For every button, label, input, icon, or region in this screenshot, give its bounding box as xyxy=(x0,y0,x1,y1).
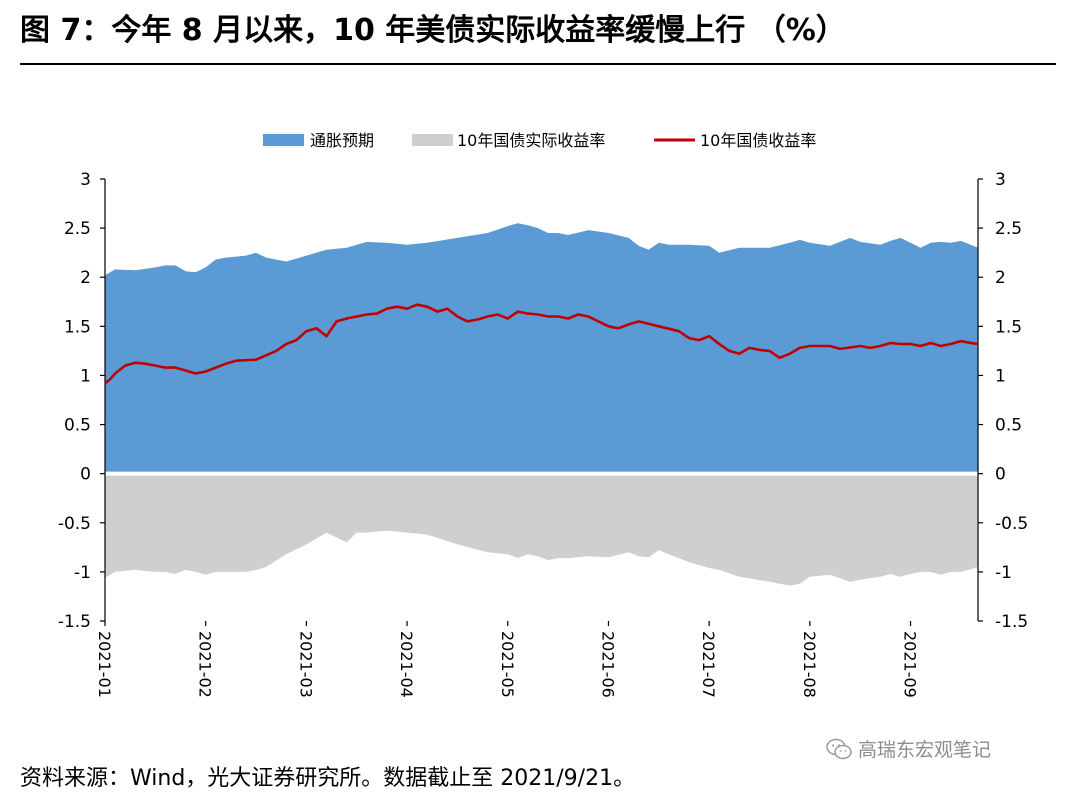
y-tick-label-right: -1 xyxy=(995,563,1012,583)
x-tick-label: 2021-05 xyxy=(498,631,517,698)
y-tick-label-right: 2 xyxy=(995,268,1006,288)
y-tick-label-left: 2.5 xyxy=(64,219,91,239)
x-tick-label: 2021-01 xyxy=(95,631,114,698)
y-tick-label-left: 1 xyxy=(80,366,91,386)
wechat-icon xyxy=(826,738,852,759)
chart: 通胀预期 10年国债实际收益率 10年国债收益率 3 3 2.5 2.5 2 2 1.5 1.5 1… xyxy=(58,131,1028,698)
source-footnote: 资料来源：Wind，光大证券研究所。数据截止至 2021/9/21。 xyxy=(20,766,636,791)
figure-title: 图 7：今年 8 月以来，10 年美债实际收益率缓慢上行 （%） xyxy=(20,13,846,48)
x-tick-label: 2021-03 xyxy=(296,631,315,698)
x-tick-label: 2021-07 xyxy=(699,631,718,698)
chart-lines xyxy=(104,303,979,385)
y-tick-label-right: -1.5 xyxy=(995,612,1028,632)
y-tick-label-left: 2 xyxy=(80,268,91,288)
y-tick-label-right: 3 xyxy=(995,170,1006,190)
y-tick-label-left: -1.5 xyxy=(58,612,91,632)
x-tick-label: 2021-04 xyxy=(397,631,416,698)
y-tick-label-left: 0 xyxy=(80,465,91,485)
watermark-text: 高瑞东宏观笔记 xyxy=(858,739,992,761)
y-tick-label-right: 2.5 xyxy=(995,219,1022,239)
legend-label-breakeven: 通胀预期 xyxy=(310,131,374,150)
y-tick-label-right: 1.5 xyxy=(995,317,1022,337)
y-tick-label-left: 3 xyxy=(80,170,91,190)
y-tick-label-right: -0.5 xyxy=(995,514,1028,534)
y-tick-label-right: 0 xyxy=(995,465,1006,485)
series-area-real-yield xyxy=(105,473,978,586)
legend: 通胀预期 10年国债实际收益率 10年国债收益率 xyxy=(263,131,816,150)
y-tick-label-left: -0.5 xyxy=(58,514,91,534)
legend-label-nominal-yield: 10年国债收益率 xyxy=(700,131,816,150)
chart-axes: 3 3 2.5 2.5 2 2 1.5 1.5 1 1 0.5 0.5 0 0 -0.5 -0.5 -1 -1 -1… xyxy=(58,170,1028,698)
watermark: 高瑞东宏观笔记 xyxy=(826,735,991,762)
legend-label-real-yield: 10年国债实际收益率 xyxy=(457,131,605,150)
x-tick-label: 2021-02 xyxy=(196,631,215,698)
x-tick-label: 2021-09 xyxy=(901,631,920,698)
series-area-breakeven xyxy=(105,223,978,474)
title-rule xyxy=(20,63,1056,65)
y-tick-label-left: 0.5 xyxy=(64,416,91,436)
y-tick-label-left: 1.5 xyxy=(64,317,91,337)
x-tick-label: 2021-06 xyxy=(599,631,618,698)
legend-swatch-breakeven xyxy=(263,134,304,146)
y-tick-label-right: 0.5 xyxy=(995,416,1022,436)
legend-swatch-real-yield xyxy=(412,134,453,146)
y-tick-label-right: 1 xyxy=(995,366,1006,386)
chart-areas xyxy=(105,223,978,586)
series-line-nominal-yield xyxy=(104,303,979,385)
y-tick-label-left: -1 xyxy=(74,563,91,583)
x-tick-label: 2021-08 xyxy=(800,631,819,698)
